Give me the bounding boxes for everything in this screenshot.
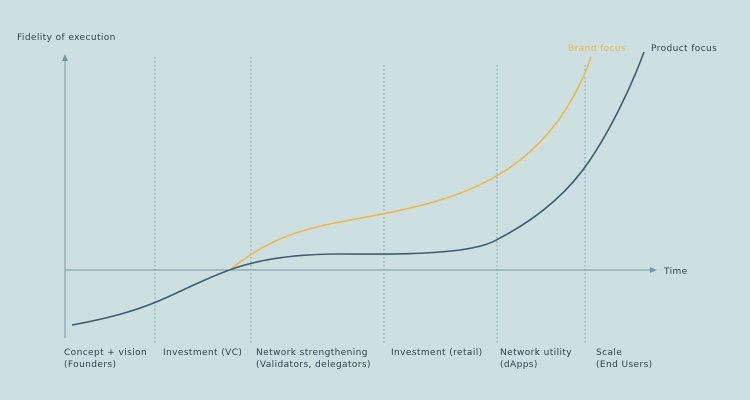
phase-label: Concept + vision [64,348,147,358]
x-axis-label: Time [663,267,688,277]
phase-label: (End Users) [596,360,653,370]
phase-labels: Concept + vision (Founders) Investment (VC… [64,348,653,370]
y-axis-label: Fidelity of execution [17,33,116,43]
phase-label: (dApps) [500,360,538,370]
phase-label: Investment (retail) [391,348,483,358]
dividers [154,57,586,345]
phase-label: Network strengthening [256,348,368,358]
product-curve [71,51,645,326]
x-arrow [650,267,657,273]
curve-label: Product focus [651,44,717,54]
phase-label: Network utility [500,348,572,358]
phase-label: Scale [596,348,622,358]
brand-curve [229,56,592,271]
phase-label: (Founders) [64,360,116,370]
y-arrow [62,54,68,61]
curve-label: Brand focus [568,44,626,54]
phase-label: Investment (VC) [163,348,242,358]
phase-label: (Validators, delegators) [256,360,371,370]
